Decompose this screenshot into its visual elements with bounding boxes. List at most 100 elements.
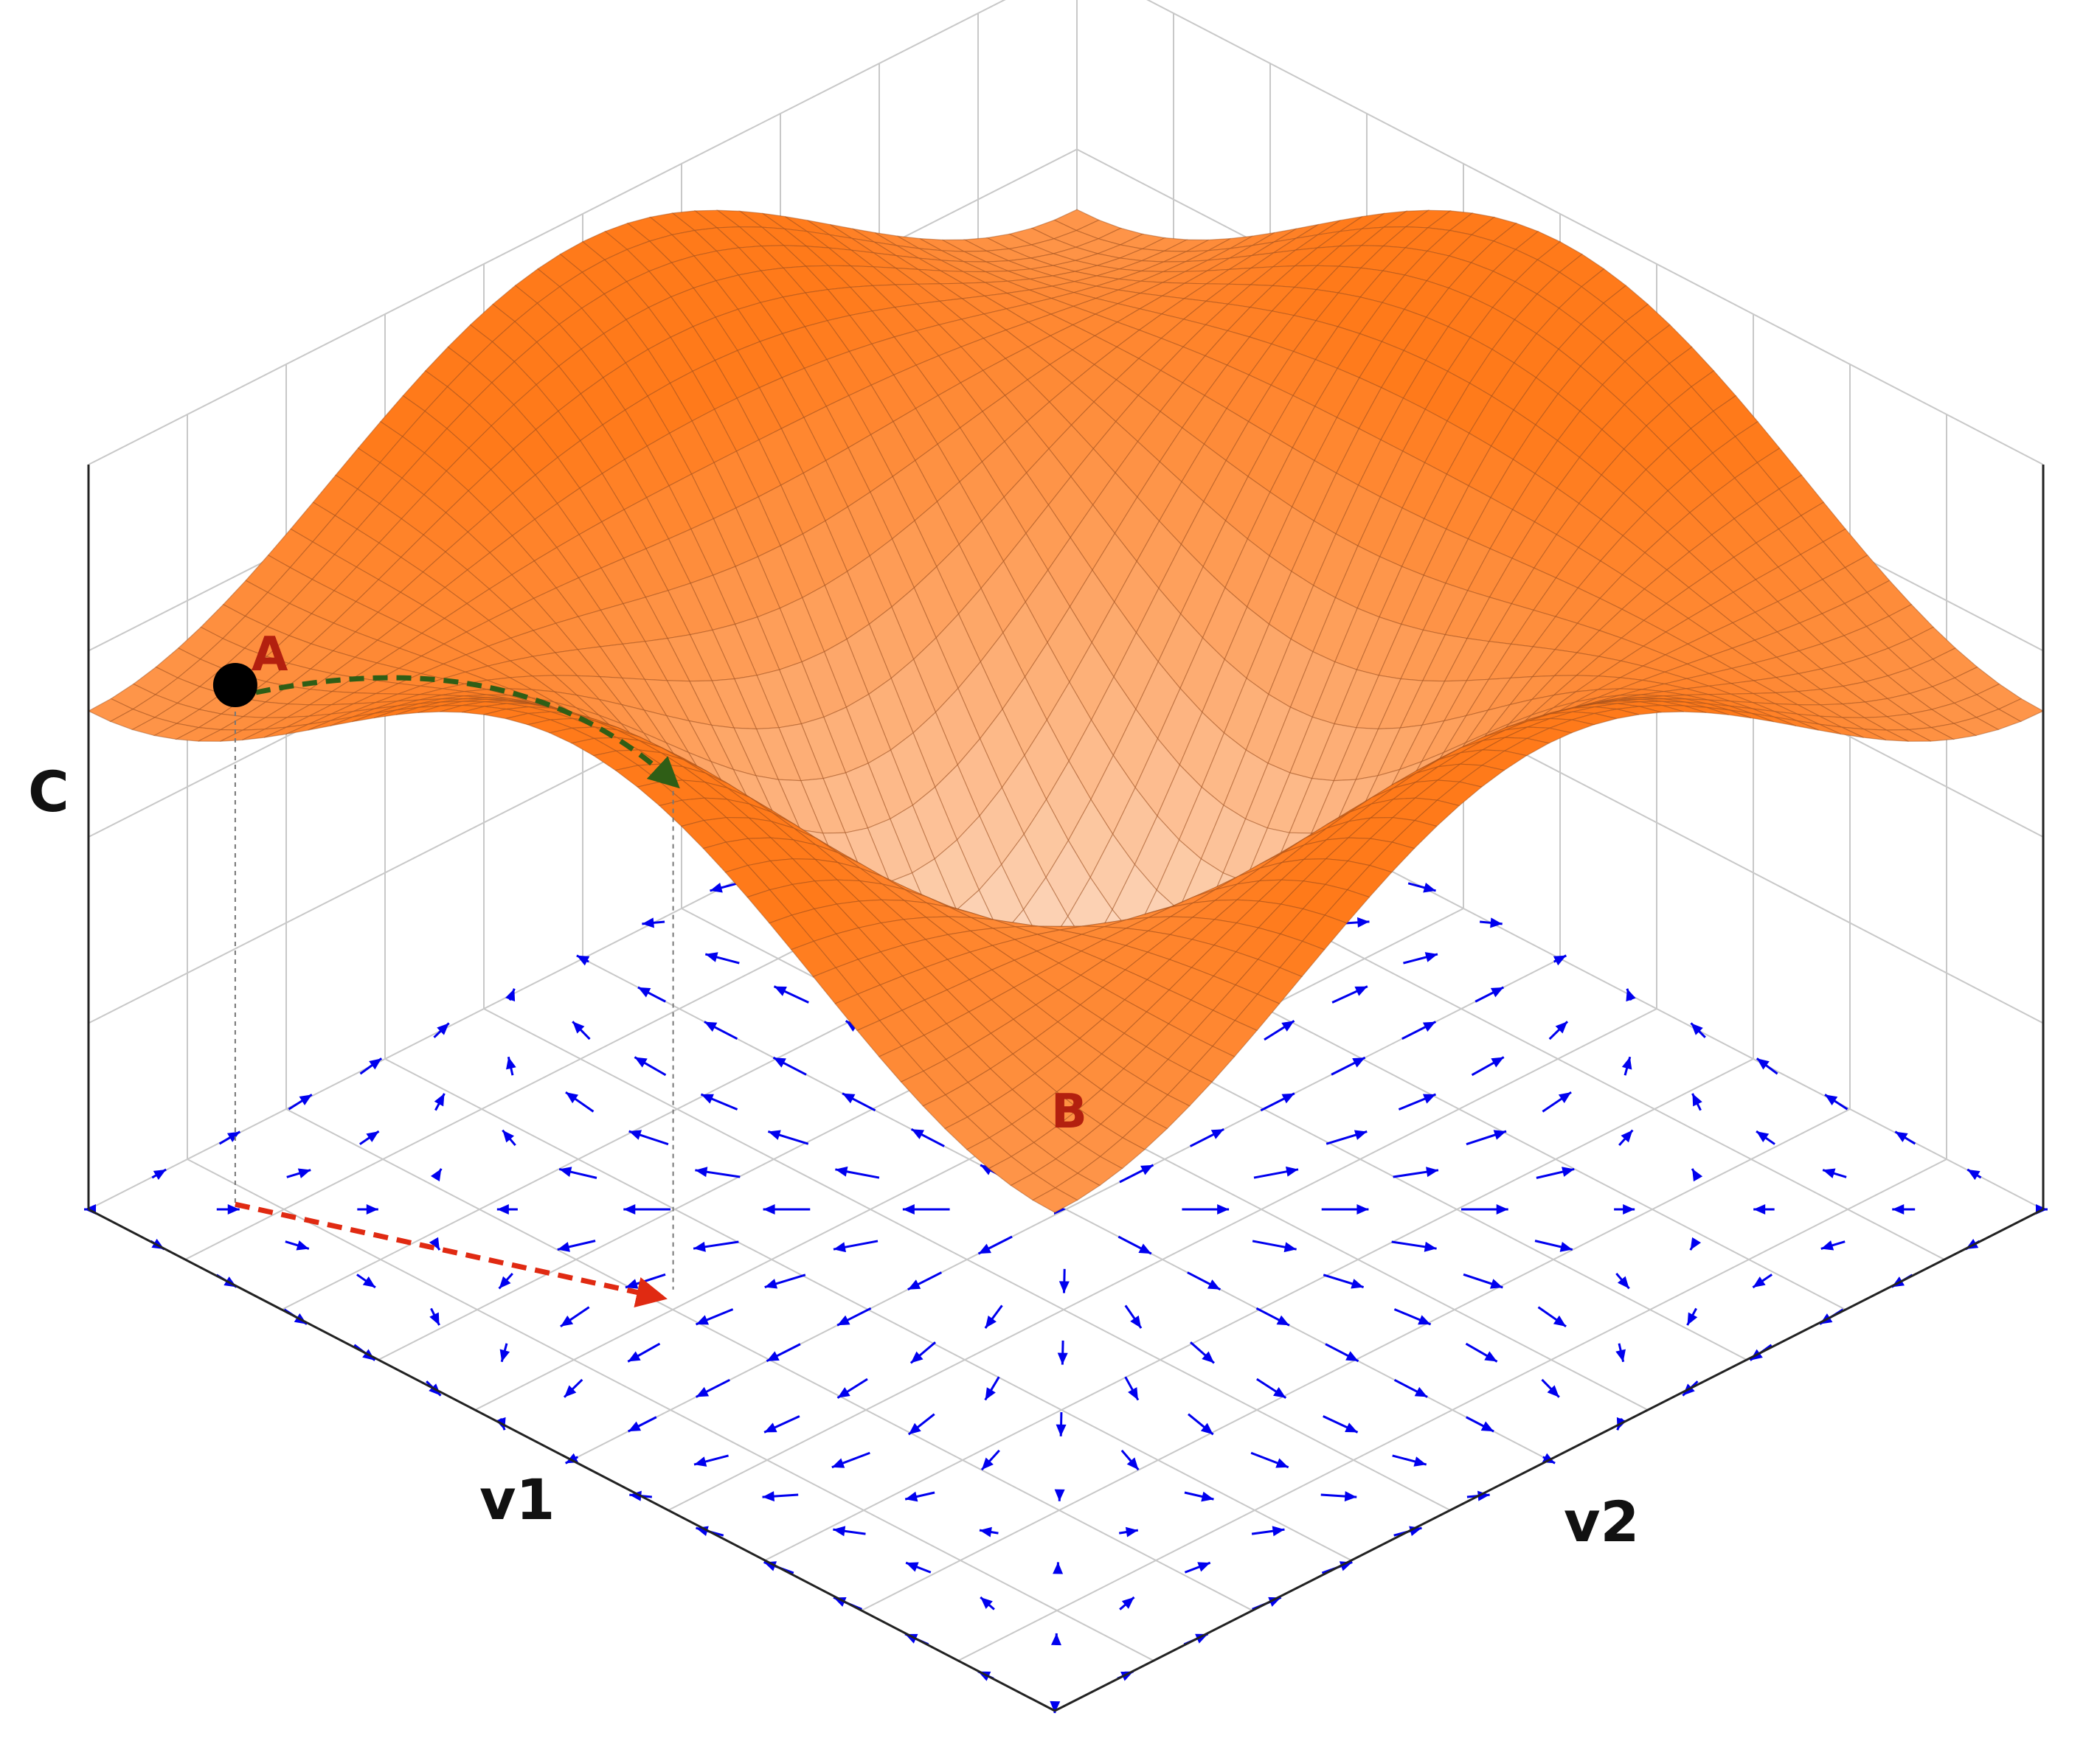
- axis-label-v1: v1: [479, 1467, 555, 1532]
- gradient-arrow: [1691, 1168, 1703, 1182]
- gradient-arrow: [773, 985, 809, 1004]
- gradient-arrow: [1117, 1235, 1152, 1255]
- gradient-arrow: [1391, 1240, 1437, 1252]
- gradient-arrow: [1466, 1416, 1494, 1433]
- gradient-arrow: [1393, 1308, 1432, 1326]
- gradient-arrow: [704, 952, 740, 965]
- gradient-arrow: [1184, 1561, 1211, 1574]
- gradient-arrow: [1966, 1168, 1982, 1181]
- gradient-arrow: [977, 1235, 1013, 1255]
- gradient-arrow: [1894, 1130, 1916, 1145]
- gradient-arrow: [704, 1021, 738, 1040]
- gradient-arrow: [1756, 1130, 1775, 1145]
- gradient-arrow: [1689, 1237, 1702, 1251]
- gradient-arrow: [1320, 1491, 1357, 1502]
- gradient-arrow: [1407, 882, 1436, 893]
- gradient-arrow: [1119, 1596, 1135, 1611]
- gradient-arrow: [763, 1204, 811, 1215]
- point-b-label: B: [1051, 1085, 1087, 1139]
- gradient-arrow: [766, 1343, 801, 1363]
- gradient-arrow: [434, 1093, 446, 1111]
- gradient-arrow: [1401, 1021, 1437, 1040]
- gradient-arrow: [1256, 1377, 1287, 1399]
- gradient-arrow: [980, 1596, 995, 1611]
- point-a-marker: [212, 663, 257, 708]
- gradient-arrow: [1118, 1526, 1139, 1538]
- gradient-arrow: [1050, 1700, 1061, 1714]
- wall-grid-line: [88, 0, 1006, 465]
- gradient-arrow: [285, 1240, 310, 1251]
- gradient-arrow: [625, 1273, 666, 1289]
- projected-step-arrow: [235, 1201, 668, 1308]
- gradient-arrow: [695, 1167, 741, 1178]
- gradient-arrow: [1187, 1271, 1221, 1291]
- gradient-arrow: [506, 1056, 516, 1076]
- gradient-arrow: [1479, 917, 1503, 928]
- gradient-arrow: [627, 1416, 657, 1433]
- gradient-arrow: [1537, 1306, 1567, 1328]
- gradient-arrow: [1615, 1343, 1626, 1363]
- gradient-arrow: [1541, 1378, 1560, 1398]
- gradient-arrow: [1548, 1021, 1569, 1040]
- gradient-arrow: [1251, 1526, 1285, 1537]
- gradient-arrow: [1756, 1057, 1778, 1075]
- gradient-arrow: [1124, 1376, 1140, 1401]
- gradient-arrow: [1474, 986, 1505, 1003]
- gradient-arrow: [505, 988, 516, 1002]
- gradient-arrow: [1553, 954, 1567, 966]
- gradient-arrow: [637, 986, 666, 1003]
- gradient-arrow: [1822, 1168, 1847, 1178]
- gradient-arrow: [1824, 1094, 1848, 1111]
- gradient-arrow: [1753, 1204, 1775, 1215]
- gradient-arrow: [1056, 1412, 1067, 1436]
- gradient-arrow: [1461, 1204, 1508, 1215]
- gradient-arrow: [831, 1451, 870, 1469]
- gradient-arrow: [499, 1343, 510, 1363]
- gradient-arrow: [1691, 1093, 1702, 1111]
- gradient-arrow: [980, 1449, 1000, 1471]
- gradient-arrow: [1398, 1093, 1437, 1111]
- floor-grid-line: [474, 908, 1464, 1411]
- gradient-arrow: [1321, 1204, 1369, 1215]
- gradient-arrow: [627, 1342, 661, 1363]
- gradient-arrow: [1182, 1204, 1230, 1215]
- gradient-arrow: [1614, 1204, 1635, 1215]
- gradient-arrow: [216, 1204, 240, 1215]
- gradient-arrow: [1057, 1340, 1068, 1365]
- gradient-arrow: [1465, 1342, 1498, 1363]
- gradient-arrow: [1615, 1272, 1630, 1290]
- gradient-arrow: [1325, 1343, 1359, 1363]
- gradient-arrow: [907, 1271, 943, 1291]
- axis-label-v2: v2: [1564, 1489, 1639, 1554]
- gradient-arrow: [695, 1378, 730, 1398]
- gradient-arrow: [1892, 1204, 1916, 1215]
- gradient-arrow: [634, 1056, 667, 1077]
- gradient-arrow: [430, 1168, 443, 1182]
- gradient-arrow: [984, 1376, 1000, 1401]
- gradient-arrow: [1050, 1633, 1061, 1646]
- gradient-arrow: [1255, 1307, 1290, 1327]
- gradient-arrow: [557, 1240, 596, 1252]
- gradient-arrow: [1534, 1240, 1573, 1252]
- gradient-arrow: [1190, 1341, 1215, 1364]
- gradient-arrow: [1626, 988, 1636, 1002]
- gradient-arrow: [902, 1204, 950, 1215]
- gradient-arrow: [1536, 1167, 1575, 1179]
- gradient-arrow: [563, 1378, 583, 1398]
- gradient-arrow: [1264, 1020, 1295, 1041]
- gradient-arrow: [1189, 1128, 1224, 1147]
- gradient-arrow: [356, 1274, 376, 1289]
- gradient-arrow: [1253, 1166, 1299, 1179]
- gradient-arrow: [1331, 985, 1368, 1004]
- gradient-arrow: [151, 1168, 167, 1181]
- gradient-arrow: [502, 1129, 516, 1147]
- gradient-arrow: [1466, 1130, 1507, 1146]
- gradient-arrow: [836, 1307, 872, 1327]
- gradient-arrow: [1618, 1129, 1634, 1147]
- gradient-arrow: [835, 1166, 880, 1179]
- gradient-arrow: [1752, 1274, 1772, 1289]
- gradient-arrow: [1124, 1304, 1143, 1329]
- gradient-arrow: [576, 954, 590, 966]
